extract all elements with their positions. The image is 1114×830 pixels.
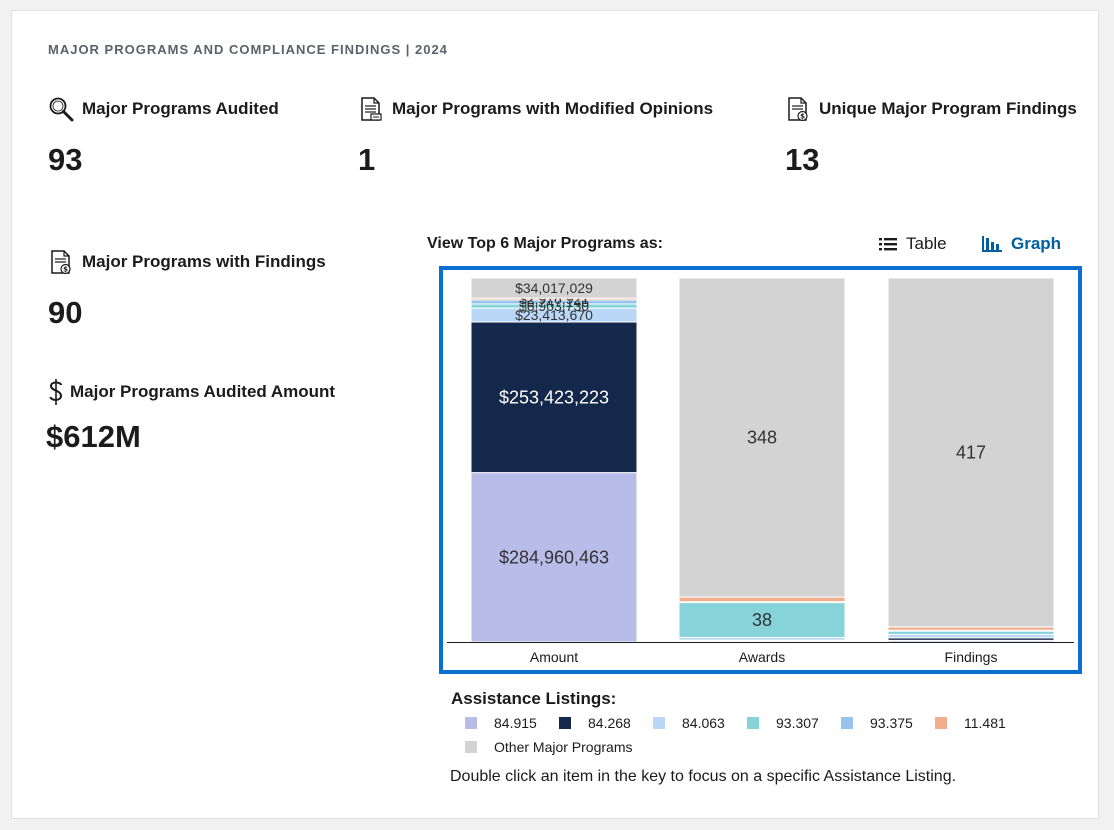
- document-icon: [358, 96, 384, 122]
- metric-label: Major Programs Audited Amount: [70, 382, 336, 401]
- bar-segment: [887, 277, 1055, 628]
- legend-item[interactable]: Other Major Programs: [465, 739, 632, 755]
- bar-segment: [678, 596, 846, 603]
- legend-swatch: [465, 741, 477, 753]
- legend-item[interactable]: 93.307: [747, 715, 819, 731]
- graph-view-label: Graph: [1011, 234, 1062, 253]
- bar-segment: [887, 626, 1055, 631]
- graph-view-button[interactable]: Graph: [981, 234, 1061, 254]
- legend-item[interactable]: 93.375: [841, 715, 913, 731]
- table-view-button[interactable]: Table: [878, 234, 947, 254]
- metric-value: 1: [358, 142, 376, 177]
- svg-text:$: $: [800, 113, 805, 121]
- metric-label: Major Programs Audited: [82, 99, 279, 118]
- legend-item[interactable]: 84.915: [465, 715, 537, 731]
- metric-audited-amount: Major Programs Audited Amount $612M: [46, 379, 335, 455]
- metric-programs-with-findings: $ Major Programs with Findings 90: [48, 249, 326, 331]
- metric-value: 13: [785, 142, 820, 177]
- data-label: 417: [956, 442, 986, 462]
- legend-label: 11.481: [964, 715, 1006, 731]
- legend-swatch: [465, 717, 477, 729]
- bar-segment: [887, 630, 1055, 635]
- legend-label: 93.307: [776, 715, 819, 731]
- legend-swatch: [747, 717, 759, 729]
- legend-hint: Double click an item in the key to focus…: [450, 768, 957, 785]
- data-label: $34,017,029: [515, 280, 593, 296]
- stacked-bar-chart: $284,960,463$253,423,223$23,413,670$6,90…: [447, 277, 1074, 665]
- x-tick-label: Amount: [530, 649, 578, 665]
- legend-label: Other Major Programs: [494, 739, 633, 755]
- bar-segment: [470, 277, 638, 299]
- data-label: $23,413,670: [515, 307, 593, 323]
- document-dollar-icon: $: [48, 249, 74, 275]
- legend-swatch: [559, 717, 571, 729]
- legend-swatch: [841, 717, 853, 729]
- view-as-label: View Top 6 Major Programs as:: [427, 235, 663, 252]
- table-view-label: Table: [906, 234, 947, 253]
- legend-label: 84.063: [682, 715, 725, 731]
- data-label: $253,423,223: [499, 387, 609, 407]
- chart-frame: $284,960,463 $253,423,223 $23,413,670 $6,90…: [439, 266, 1082, 674]
- metric-label: Major Programs with Findings: [82, 252, 326, 271]
- magnifier-icon: [48, 96, 74, 122]
- x-tick-label: Awards: [739, 649, 785, 665]
- legend-label: 84.268: [588, 715, 631, 731]
- bar-segment: [887, 633, 1055, 639]
- svg-text:$: $: [63, 266, 68, 274]
- metric-programs-audited: Major Programs Audited 93: [48, 96, 279, 178]
- legend-item[interactable]: 84.063: [653, 715, 725, 731]
- legend-item[interactable]: 84.268: [559, 715, 631, 731]
- bar-chart-icon: [981, 234, 1003, 254]
- metric-label: Major Programs with Modified Opinions: [392, 99, 714, 118]
- legend-label: 84.915: [494, 715, 537, 731]
- bar-segment: [678, 602, 846, 638]
- x-tick-label: Findings: [945, 649, 998, 665]
- section-title: MAJOR PROGRAMS AND COMPLIANCE FINDINGS |…: [48, 42, 448, 57]
- metric-value: $612M: [46, 419, 141, 454]
- data-label: 38: [752, 610, 772, 630]
- metric-unique-findings: $ Unique Major Program Findings 13: [785, 96, 1077, 178]
- bar-segment: [678, 277, 846, 598]
- metric-value: 93: [48, 142, 83, 177]
- data-label: 348: [747, 428, 777, 448]
- metric-value: 90: [48, 295, 83, 330]
- list-icon: [878, 234, 898, 254]
- legend-title: Assistance Listings:: [451, 689, 617, 708]
- document-dollar-icon: $: [785, 96, 811, 122]
- data-label: $284,960,463: [499, 547, 609, 567]
- legend-swatch: [653, 717, 665, 729]
- metric-modified-opinions: Major Programs with Modified Opinions 1: [358, 96, 713, 178]
- metric-label: Unique Major Program Findings: [819, 99, 1077, 118]
- dollar-icon: [46, 379, 66, 405]
- legend-swatch: [935, 717, 947, 729]
- legend-label: 93.375: [870, 715, 913, 731]
- legend-item[interactable]: 11.481: [935, 715, 1006, 731]
- bar-segment: [470, 472, 638, 643]
